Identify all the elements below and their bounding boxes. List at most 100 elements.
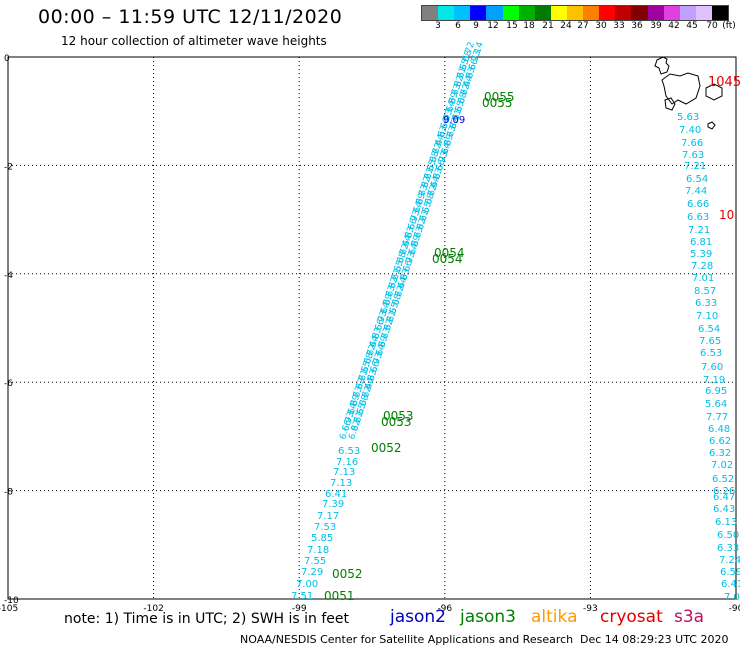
swh-label: 6.53 [338,446,360,457]
time-label: 0053 [383,409,414,423]
legend-swatch-2 [454,6,471,20]
map-frame [7,56,737,600]
legend-label: 36 [631,21,643,31]
right-swh-label: 6.43 [713,504,735,515]
time-label: 0053 [381,415,412,429]
right-swh-label: 7.19 [703,375,725,386]
legend-label: 6 [455,21,461,31]
right-swh-label: 7.01 [692,273,714,284]
y-tick-label: -6 [4,379,13,389]
legend-label: 42 [668,21,680,31]
y-tick-label: 0 [4,54,10,64]
right-swh-label: 6.13 [715,517,737,528]
legend-swatch-8 [550,6,567,20]
x-tick-label: -105 [0,604,18,614]
right-swh-label: 7.65 [699,336,721,347]
cryosat-time-label: 1045 [708,75,740,90]
legend-swatch-7 [534,6,551,20]
legend-swatch-17 [695,6,712,20]
right-swh-label: 7.44 [685,186,707,197]
swh-label: 6.41 [325,489,347,500]
legend-swatch-3 [470,6,487,20]
swh-label: 7.00 [296,579,318,590]
swh-label: 7.55 [304,556,326,567]
x-tick-label: -93 [583,604,598,614]
legend-label: 18 [523,21,535,31]
right-swh-label: 6.32 [709,448,731,459]
legend-swatch-15 [663,6,680,20]
swh-label: 7.39 [322,499,344,510]
legend-label: 39 [650,21,662,31]
legend-label: 9 [473,21,479,31]
legend-swatch-9 [566,6,584,20]
legend-swatch-0 [422,6,439,20]
right-swh-label: 7.28 [691,261,713,272]
right-swh-label: 7.40 [679,125,701,136]
swh-label: 7.13 [330,478,352,489]
footer-note: note: 1) Time is in UTC; 2) SWH is in fe… [64,611,350,627]
right-swh-label: 7.60 [701,362,723,373]
right-swh-label: 7.02 [711,460,733,471]
legend-swatch-11 [599,6,616,20]
axis-tick-labels: -105 -102 -99 -96 -93 -90 0 -2 -4 -6 -8 -10 [0,54,740,614]
legend-swatch-6 [518,6,535,20]
island-outline [664,97,676,111]
right-swh-label: 7.21 [688,225,710,236]
swh-label: 5.85 [311,533,333,544]
cryosat-time-label: 10 [719,208,734,222]
time-label: 0052 [371,441,402,455]
legend-cryosat: cryosat [600,607,663,627]
right-swh-label: 7.10 [696,311,718,322]
generation-timestamp: Dec 14 08:29:23 UTC 2020 [580,633,729,646]
y-tick-label: -4 [4,271,13,281]
legend-swatch-13 [631,6,648,20]
time-label: 0052 [332,567,363,581]
page-subtitle: 12 hour collection of altimeter wave hei… [61,34,327,48]
right-swh-label: 6.54 [698,324,720,335]
galapagos-coastline-icon [654,56,723,130]
legend-swatch-12 [615,6,632,20]
legend-swatch-4 [486,6,503,20]
y-tick-label: -10 [4,596,19,606]
right-swh-label: 6.48 [708,424,730,435]
credit-line: NOAA/NESDIS Center for Satellite Applica… [240,633,574,646]
legend-label: (ft) [722,21,736,31]
time-label: 0054 [434,246,465,260]
right-swh-label: 7.24 [719,555,740,566]
legend-label: 27 [577,21,589,31]
y-tick-label: -2 [4,162,13,172]
right-swh-label: 6.26 [713,486,735,497]
x-tick-label: -102 [143,604,163,614]
legend-swatch-5 [502,6,519,20]
legend-label: 3 [435,21,441,31]
y-tick-label: -8 [4,488,13,498]
right-swh-label: 6.52 [712,474,734,485]
right-swh-label: 5.39 [690,249,712,260]
island-outline [707,121,716,130]
swh-label: 7.17 [317,511,339,522]
right-swh-label: 7.21 [684,161,706,172]
right-swh-label: 6.62 [709,436,731,447]
island-outline [654,56,670,75]
right-swh-label: 6.63 [687,212,709,223]
right-swh-label: 7.09 [724,592,740,603]
legend-swatch-10 [583,6,600,20]
island-outline [661,72,701,105]
x-tick-label: -96 [437,604,452,614]
altimeter-tracks: 6.666.937.146.396.736.826.216.556.086.72… [291,41,740,603]
right-swh-label: 6.59 [720,567,740,578]
right-swh-label: 7.66 [681,138,703,149]
swh-label: 7.18 [307,545,329,556]
legend-label: 33 [613,21,625,31]
time-label: 0055 [482,96,513,110]
time-label: 0055 [484,90,515,104]
island-outline [705,83,723,101]
right-swh-label: 6.53 [700,348,722,359]
swh-label: 7.29 [301,567,323,578]
legend-s3a: s3a [674,607,705,627]
right-swh-label: 6.41 [721,579,740,590]
time-label: 0051 [324,589,355,603]
right-swh-label: 6.47 [713,492,735,503]
swh-label: 7.13 [333,467,355,478]
